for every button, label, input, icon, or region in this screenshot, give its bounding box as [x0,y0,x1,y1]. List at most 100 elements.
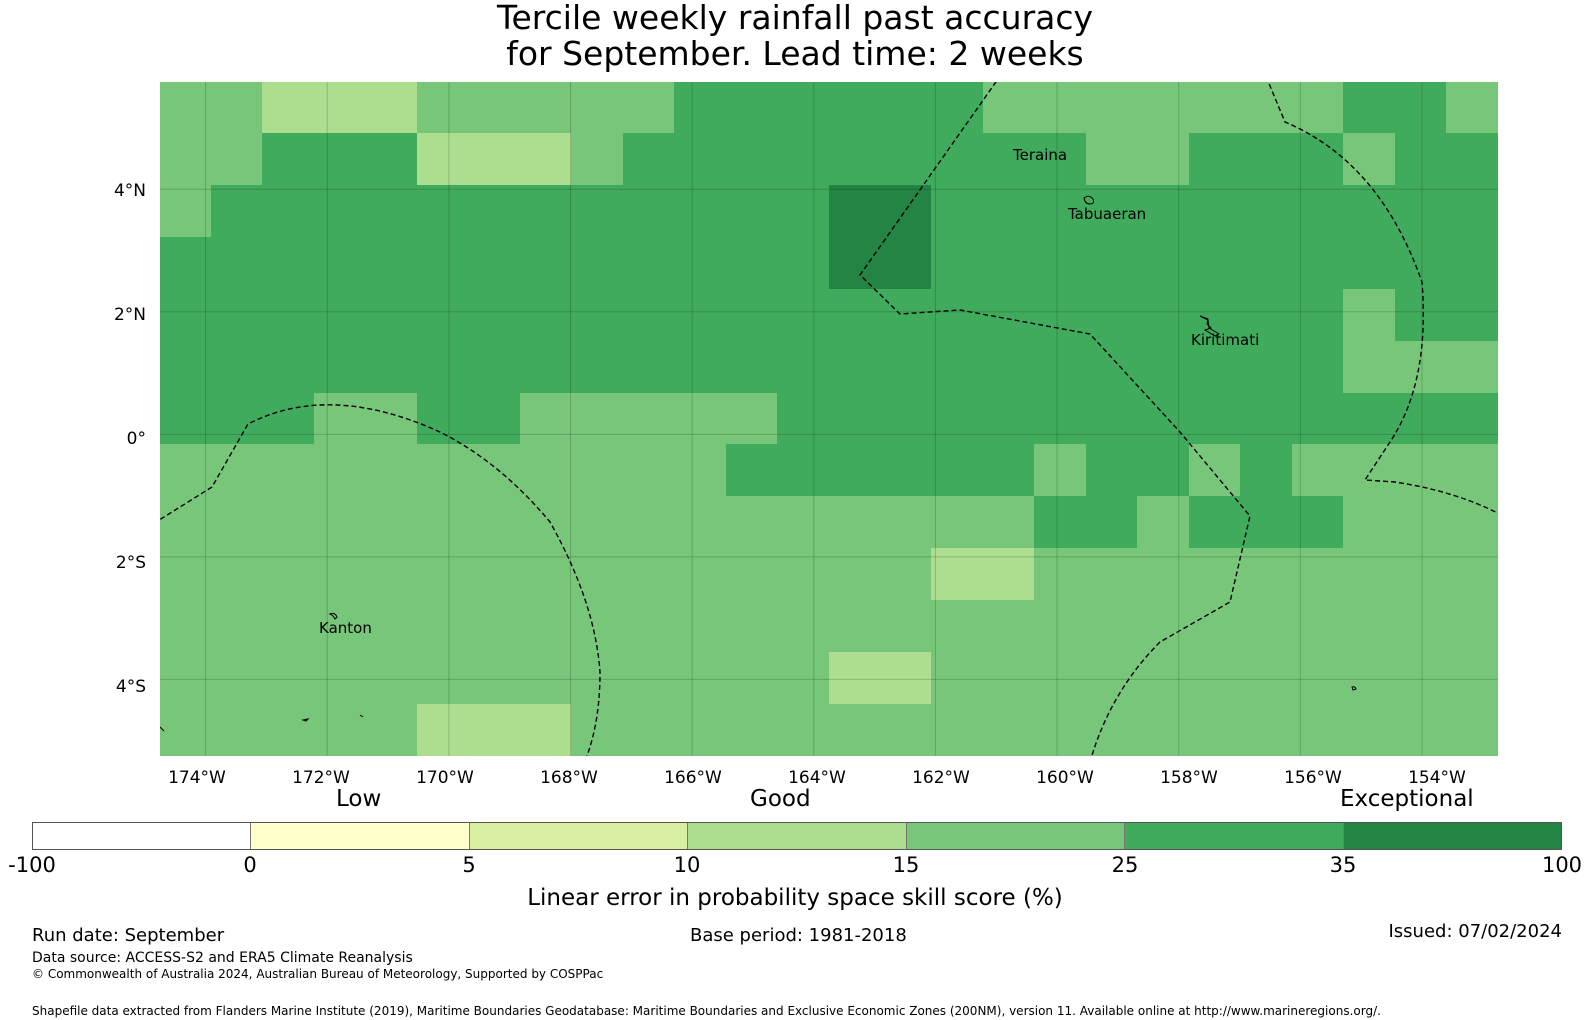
grid-cell [623,600,675,653]
grid-cell [520,496,572,549]
grid-cell [1034,341,1087,394]
grid-cell [365,185,418,238]
grid-cell [520,444,572,497]
grid-cell [1189,185,1241,238]
grid-cell [211,652,263,705]
grid-cell [314,82,366,134]
eez-boundary-kiritimati [1267,82,1498,515]
grid-cell [1240,600,1293,653]
grid-cell [211,341,263,394]
grid-cell [160,133,212,186]
grid-cell [1292,185,1344,238]
grid-cell [1292,341,1344,394]
grid-cell [623,496,675,549]
grid-cell [1446,237,1498,290]
grid-cell [829,341,881,394]
eez-boundary-kanton [160,404,601,756]
map-overlay [160,82,1498,756]
place-label-tabuaeran: Tabuaeran [1068,205,1147,223]
place-label-teraina: Teraina [1013,146,1068,164]
grid-cell [468,548,521,601]
grid-cell [880,185,932,238]
grid-cell [829,548,881,601]
grid-cell [623,704,675,756]
grid-cell [262,237,315,290]
grid-cell [314,237,366,290]
grid-cell [1086,133,1138,186]
island-kanton [328,612,338,620]
grid-cell [262,82,315,134]
grid-cell [211,133,263,186]
grid-cell [1189,289,1241,342]
island-kiritimati [1199,315,1221,337]
grid-cell [880,82,932,134]
grid-cell [1034,133,1087,186]
grid-cell [1343,341,1396,394]
grid-cell [468,237,521,290]
grid-cell [829,237,881,290]
grid-cell [777,133,829,186]
grid-cell [674,548,727,601]
grid-cell [983,496,1035,549]
grid-cell [983,185,1035,238]
grid-cell [674,704,727,756]
grid-cell [1137,82,1190,134]
grid-cell [365,82,418,134]
data-source: Data source: ACCESS-S2 and ERA5 Climate … [32,950,413,966]
grid-cell [880,652,932,705]
grid-cell [777,185,829,238]
grid-cell [262,185,315,238]
grid-cell [1240,393,1293,445]
grid-cell [674,341,727,394]
grid-cell [931,133,984,186]
grid-cell [674,289,727,342]
grid-cell [365,704,418,756]
grid-cell [1395,133,1447,186]
grid-cell [314,133,366,186]
grid-cell [468,652,521,705]
copyright: © Commonwealth of Australia 2024, Austra… [32,967,604,981]
grid-cell [417,341,469,394]
lon-tick-166w: 166°W [664,768,722,788]
grid-cell [1189,496,1241,549]
grid-cell [314,548,366,601]
grid-cell [1343,133,1396,186]
grid-cell [1034,289,1087,342]
grid-cell [1446,548,1498,601]
colorbar-tick-35: 35 [1329,853,1357,877]
grid-cell [674,652,727,705]
grid-cell [211,704,263,756]
grid-cell [726,652,778,705]
grid-cell [1137,289,1190,342]
grid-cell [880,133,932,186]
grid-cell [468,393,521,445]
grid-cell [931,341,984,394]
skill-map [160,82,1498,756]
grid-cell [983,341,1035,394]
place-label-kanton: Kanton [319,619,372,637]
grid-cell [314,600,366,653]
grid-cell [1240,133,1293,186]
grid-cell [262,652,315,705]
grid-cell [1343,237,1396,290]
grid-cell [1137,237,1190,290]
grid-cell [1343,444,1396,497]
grid-cell [623,82,675,134]
grid-cell [1034,548,1087,601]
category-good: Good [750,786,811,812]
grid-cell [1446,444,1498,497]
grid-cell [1343,600,1396,653]
grid-cell [520,289,572,342]
island-south-2 [359,714,364,718]
colorbar-tick-0: 0 [243,853,257,877]
grid-cell [623,548,675,601]
grid-cell [211,444,263,497]
grid-cell [623,444,675,497]
grid-cell [983,82,1035,134]
grid-cell [211,393,263,445]
grid-cell [880,600,932,653]
grid-cell [829,444,881,497]
grid-cell [1189,393,1241,445]
grid-cell [211,548,263,601]
island-south-3 [1351,686,1357,691]
